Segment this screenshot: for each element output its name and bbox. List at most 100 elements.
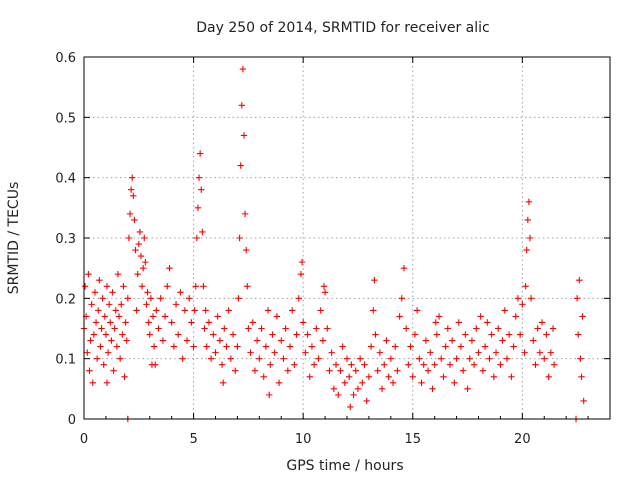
data-point	[310, 361, 318, 368]
data-point	[409, 373, 416, 380]
data-point	[101, 313, 109, 320]
data-point	[457, 343, 465, 350]
data-point	[427, 349, 434, 356]
data-point	[459, 367, 467, 374]
data-point	[106, 301, 113, 308]
data-point	[242, 246, 250, 254]
data-point	[371, 277, 378, 284]
data-point	[514, 295, 522, 302]
data-point	[328, 349, 335, 356]
data-point	[398, 295, 405, 302]
data-point	[433, 331, 441, 338]
data-point	[389, 379, 397, 386]
data-point	[522, 283, 529, 290]
data-point	[210, 331, 217, 338]
data-point	[164, 283, 171, 290]
data-point	[286, 343, 294, 350]
data-point	[87, 337, 94, 344]
data-point	[416, 355, 423, 362]
data-point	[256, 355, 263, 362]
data-point	[431, 361, 438, 368]
data-point	[442, 343, 449, 350]
data-point	[530, 337, 537, 344]
data-point	[237, 162, 244, 169]
data-point	[341, 379, 349, 386]
chart-title: Day 250 of 2014, SRMTID for receiver ali…	[196, 20, 489, 36]
data-point	[575, 331, 582, 338]
data-point	[194, 204, 202, 212]
data-point	[392, 343, 399, 350]
data-point	[103, 379, 111, 386]
data-point	[524, 216, 532, 224]
data-point	[249, 319, 256, 326]
data-point	[172, 301, 180, 308]
data-point	[477, 313, 484, 320]
data-point	[205, 319, 213, 326]
data-point	[129, 174, 136, 181]
data-point	[402, 325, 410, 332]
data-point	[267, 361, 274, 368]
data-point	[420, 361, 427, 368]
data-point	[470, 361, 478, 368]
data-point	[253, 337, 261, 344]
data-point	[81, 283, 89, 290]
data-point	[269, 331, 276, 338]
data-point	[192, 283, 199, 290]
data-point	[126, 210, 134, 218]
data-point	[486, 355, 493, 362]
data-point	[299, 319, 307, 326]
data-point	[444, 325, 452, 332]
plot-frame	[83, 56, 611, 420]
data-point	[387, 355, 395, 362]
data-point	[475, 349, 482, 356]
data-point	[212, 349, 219, 356]
data-point	[543, 331, 550, 338]
data-point	[343, 355, 351, 362]
data-point	[201, 325, 208, 332]
data-point	[361, 361, 368, 368]
data-point	[245, 325, 252, 332]
data-point	[170, 343, 178, 350]
data-point	[313, 325, 320, 332]
data-point	[510, 343, 517, 350]
axis-ticks: 0 0.1 0.2 0.3 0.4 0.5 0.6 0 5 10 15 20	[55, 51, 610, 447]
data-point	[365, 373, 373, 380]
data-point	[490, 373, 498, 380]
data-point	[145, 319, 152, 326]
data-point	[330, 385, 338, 393]
data-point	[247, 349, 254, 356]
data-point	[177, 289, 184, 296]
data-point	[503, 355, 511, 362]
data-point	[479, 367, 487, 374]
data-point	[462, 331, 469, 338]
data-point	[291, 361, 298, 368]
data-point	[260, 373, 267, 380]
data-point	[453, 355, 460, 362]
data-point	[383, 337, 390, 344]
data-point	[115, 313, 123, 320]
data-point	[118, 301, 125, 308]
data-point	[464, 385, 471, 393]
data-point	[541, 355, 548, 362]
data-point	[251, 367, 259, 374]
data-point	[356, 355, 364, 362]
data-point	[265, 391, 273, 399]
data-point	[218, 361, 226, 368]
data-point	[332, 361, 340, 368]
data-point	[193, 234, 201, 242]
data-point	[418, 379, 425, 386]
data-point	[134, 271, 141, 278]
data-point	[84, 349, 91, 356]
data-point	[488, 331, 495, 338]
data-point	[92, 319, 100, 326]
data-point	[284, 367, 292, 374]
data-point	[512, 313, 519, 320]
data-point	[104, 349, 112, 356]
data-point	[227, 355, 235, 362]
data-point	[538, 319, 546, 326]
y-tick-label: 0.6	[55, 51, 76, 66]
data-point	[547, 349, 555, 356]
data-point	[133, 307, 140, 314]
data-point	[378, 385, 386, 393]
